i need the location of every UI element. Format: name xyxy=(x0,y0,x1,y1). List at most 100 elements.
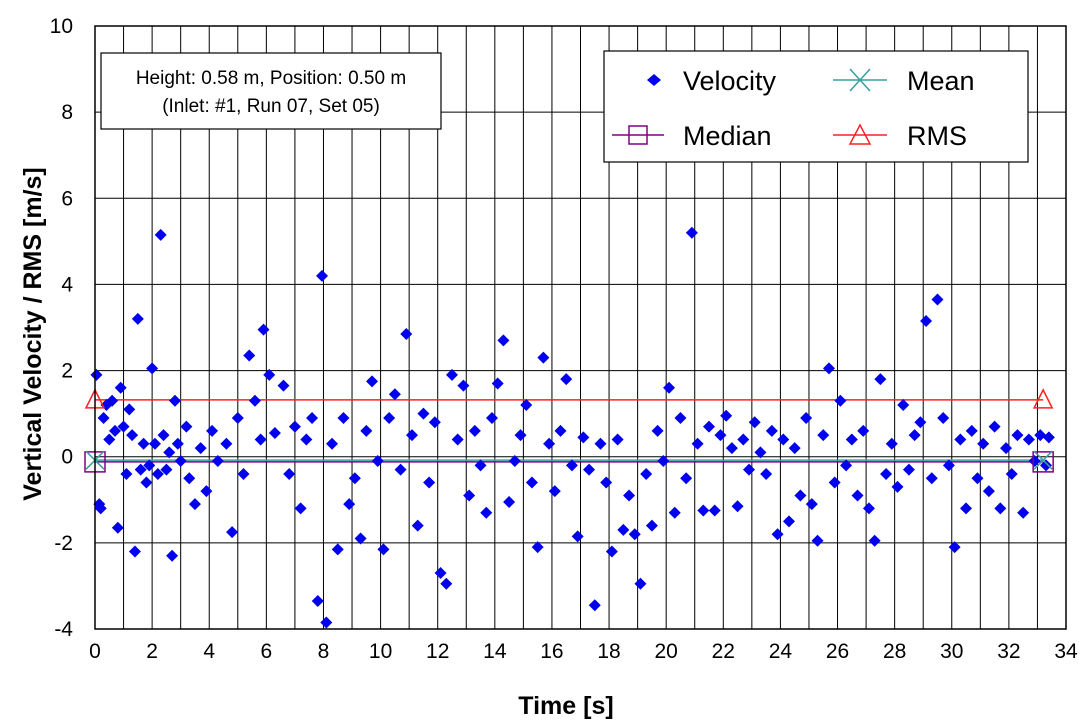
x-tick-label: 12 xyxy=(426,640,449,663)
velocity-point xyxy=(720,409,733,422)
velocity-point xyxy=(120,467,133,480)
velocity-point xyxy=(771,528,784,541)
velocity-point xyxy=(140,476,153,489)
velocity-point xyxy=(954,433,967,446)
velocity-point xyxy=(805,498,818,511)
velocity-point xyxy=(440,577,453,590)
velocity-point xyxy=(200,485,213,498)
velocity-point xyxy=(794,489,807,502)
velocity-point xyxy=(146,362,159,375)
velocity-point xyxy=(754,446,767,459)
velocity-point xyxy=(106,394,119,407)
velocity-point xyxy=(1034,429,1047,442)
velocity-point xyxy=(571,530,584,543)
velocity-point xyxy=(283,467,296,480)
velocity-point xyxy=(617,523,630,536)
velocity-point xyxy=(868,534,881,547)
legend-median-marker xyxy=(628,125,648,145)
velocity-point xyxy=(840,459,853,472)
velocity-point xyxy=(725,442,738,455)
velocity-point xyxy=(143,459,156,472)
velocity-point xyxy=(243,349,256,362)
velocity-point xyxy=(320,616,333,629)
velocity-point xyxy=(697,504,710,517)
legend-velocity-label: Velocity xyxy=(683,66,777,96)
velocity-point xyxy=(480,506,493,519)
velocity-point xyxy=(411,519,424,532)
velocity-point xyxy=(128,545,141,558)
velocity-point xyxy=(874,373,887,386)
annotation-box: Height: 0.58 m, Position: 0.50 m (Inlet:… xyxy=(100,52,442,130)
velocity-point xyxy=(577,431,590,444)
velocity-point xyxy=(948,541,961,554)
velocity-point xyxy=(277,379,290,392)
velocity-point xyxy=(206,424,219,437)
velocity-point xyxy=(326,437,339,450)
velocity-point xyxy=(623,489,636,502)
x-tick-label: 16 xyxy=(540,640,563,663)
velocity-point xyxy=(97,411,110,424)
velocity-point xyxy=(131,312,144,325)
velocity-point xyxy=(497,334,510,347)
velocity-point xyxy=(168,394,181,407)
velocity-point xyxy=(765,424,778,437)
velocity-point xyxy=(977,437,990,450)
velocity-point xyxy=(1005,467,1018,480)
velocity-point xyxy=(908,429,921,442)
legend-rms: RMS xyxy=(833,121,967,151)
velocity-point xyxy=(657,455,670,468)
legend-velocity: Velocity xyxy=(647,66,777,96)
velocity-point xyxy=(257,323,270,336)
y-tick-label: 4 xyxy=(61,273,73,296)
annotation-line-1: Height: 0.58 m, Position: 0.50 m xyxy=(136,68,406,89)
velocity-point xyxy=(311,595,324,608)
velocity-point xyxy=(520,399,533,412)
velocity-point xyxy=(428,416,441,429)
x-tick-label: 22 xyxy=(712,640,735,663)
velocity-point xyxy=(828,476,841,489)
velocity-point xyxy=(294,502,307,515)
velocity-point xyxy=(300,433,313,446)
velocity-point xyxy=(1000,442,1013,455)
median-point xyxy=(1032,451,1054,473)
x-axis-title: Time [s] xyxy=(518,692,613,720)
velocity-point xyxy=(371,455,384,468)
velocity-point xyxy=(268,427,281,440)
velocity-point xyxy=(548,485,561,498)
velocity-point xyxy=(714,429,727,442)
velocity-point xyxy=(485,411,498,424)
legend-mean-marker xyxy=(849,68,871,92)
legend-mean-label: Mean xyxy=(907,66,975,96)
velocity-point xyxy=(474,459,487,472)
velocity-point xyxy=(925,472,938,485)
velocity-point xyxy=(337,411,350,424)
x-tick-label: 4 xyxy=(203,640,215,663)
velocity-point xyxy=(748,416,761,429)
velocity-point xyxy=(851,489,864,502)
rms-point xyxy=(1032,388,1054,409)
velocity-point xyxy=(674,411,687,424)
x-tick-label: 8 xyxy=(318,640,330,663)
velocity-point xyxy=(383,411,396,424)
x-tick-label: 30 xyxy=(940,640,963,663)
x-tick-label: 34 xyxy=(1054,640,1078,663)
x-tick-label: 18 xyxy=(597,640,620,663)
velocity-point xyxy=(220,437,233,450)
velocity-point xyxy=(188,498,201,511)
velocity-point xyxy=(760,467,773,480)
velocity-point xyxy=(451,433,464,446)
velocity-point xyxy=(640,467,653,480)
velocity-point xyxy=(1040,459,1053,472)
velocity-point xyxy=(965,424,978,437)
velocity-point xyxy=(680,472,693,485)
velocity-point xyxy=(468,424,481,437)
velocity-point xyxy=(400,327,413,340)
y-tick-label: 6 xyxy=(61,187,73,210)
velocity-point xyxy=(423,476,436,489)
velocity-point xyxy=(288,420,301,433)
y-tick-label: 8 xyxy=(61,101,73,124)
velocity-point xyxy=(166,549,179,562)
velocity-point xyxy=(157,429,170,442)
annotation-line-2: (Inlet: #1, Run 07, Set 05) xyxy=(162,96,380,117)
velocity-point xyxy=(1028,455,1041,468)
